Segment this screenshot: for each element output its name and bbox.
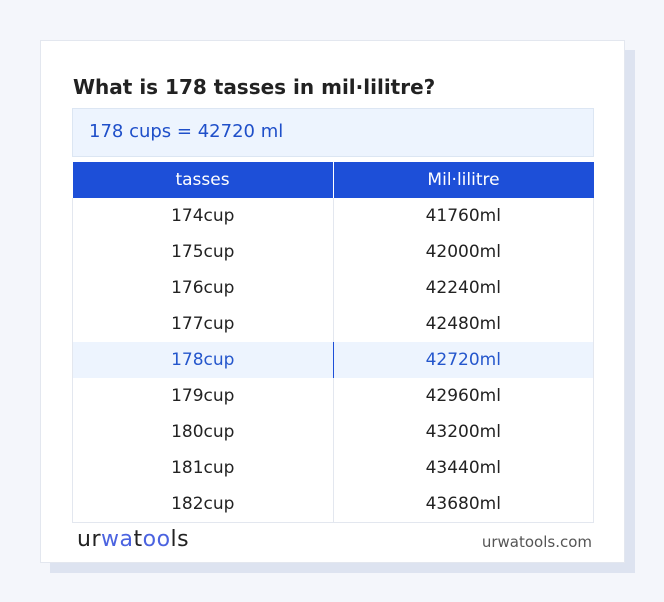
result-box: 178 cups = 42720 ml: [72, 108, 594, 157]
cups-cell: 180cup: [72, 414, 334, 450]
logo-part: oo: [142, 527, 171, 552]
millilitre-cell: 43440ml: [332, 450, 594, 486]
table-row: 180cup 43200ml: [72, 414, 594, 450]
converter-card: What is 178 tasses in mil·lilitre? 178 c…: [40, 40, 625, 563]
urwatools-logo[interactable]: urwatools: [77, 527, 189, 552]
millilitre-cell: 42960ml: [332, 378, 594, 414]
table-row: 178cup 42720ml: [72, 342, 594, 378]
table-row: 182cup 43680ml: [72, 486, 594, 523]
table-row: 175cup 42000ml: [72, 234, 594, 270]
cups-cell: 182cup: [72, 486, 334, 523]
cups-cell: 178cup: [72, 342, 334, 378]
cups-cell: 176cup: [72, 270, 334, 306]
table-row: 174cup 41760ml: [72, 198, 594, 234]
table-row: 177cup 42480ml: [72, 306, 594, 342]
cups-cell: 179cup: [72, 378, 334, 414]
millilitre-cell: 41760ml: [332, 198, 594, 234]
page-title: What is 178 tasses in mil·lilitre?: [73, 75, 436, 99]
site-link[interactable]: urwatools.com: [481, 533, 592, 551]
millilitre-cell: 43680ml: [332, 486, 594, 523]
millilitre-cell: 42000ml: [332, 234, 594, 270]
logo-part: wa: [101, 527, 134, 552]
header-millilitre: Mil·lilitre: [333, 162, 594, 198]
logo-part: t: [133, 527, 143, 552]
millilitre-cell: 42480ml: [332, 306, 594, 342]
cups-cell: 174cup: [72, 198, 334, 234]
millilitre-cell: 42720ml: [332, 342, 594, 378]
table-row: 176cup 42240ml: [72, 270, 594, 306]
logo-part: ur: [77, 527, 101, 552]
logo-part: ls: [170, 527, 190, 552]
conversion-table: tasses Mil·lilitre 174cup 41760ml 175cup 42…: [72, 162, 594, 523]
millilitre-cell: 42240ml: [332, 270, 594, 306]
header-tasses: tasses: [72, 162, 334, 198]
millilitre-cell: 43200ml: [332, 414, 594, 450]
table-row: 181cup 43440ml: [72, 450, 594, 486]
cups-cell: 181cup: [72, 450, 334, 486]
cups-cell: 177cup: [72, 306, 334, 342]
table-row: 179cup 42960ml: [72, 378, 594, 414]
cups-cell: 175cup: [72, 234, 334, 270]
